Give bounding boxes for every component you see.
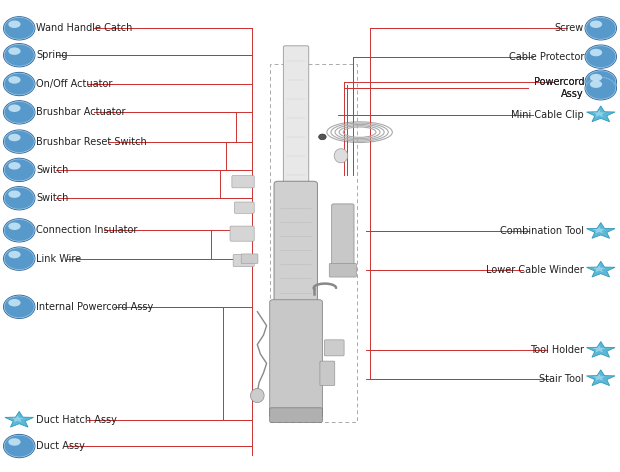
Polygon shape bbox=[587, 370, 615, 386]
Text: Link Wire: Link Wire bbox=[36, 253, 81, 264]
Text: Tool Holder: Tool Holder bbox=[530, 345, 584, 355]
FancyBboxPatch shape bbox=[230, 226, 254, 241]
Ellipse shape bbox=[8, 438, 20, 446]
Polygon shape bbox=[593, 227, 606, 234]
Polygon shape bbox=[587, 106, 615, 122]
Ellipse shape bbox=[8, 76, 20, 84]
Polygon shape bbox=[593, 265, 606, 272]
Text: Stair Tool: Stair Tool bbox=[539, 373, 584, 384]
Text: Connection Insulator: Connection Insulator bbox=[36, 225, 138, 236]
Text: Brushbar Reset Switch: Brushbar Reset Switch bbox=[36, 136, 147, 147]
FancyBboxPatch shape bbox=[241, 254, 258, 263]
Text: Powercord: Powercord bbox=[534, 76, 584, 87]
Text: Assy: Assy bbox=[562, 89, 584, 100]
Ellipse shape bbox=[590, 74, 602, 81]
Text: Duct Assy: Duct Assy bbox=[36, 441, 85, 451]
Ellipse shape bbox=[590, 80, 602, 88]
Ellipse shape bbox=[4, 101, 34, 123]
FancyBboxPatch shape bbox=[234, 202, 254, 213]
Ellipse shape bbox=[8, 299, 20, 306]
FancyBboxPatch shape bbox=[233, 254, 254, 267]
FancyBboxPatch shape bbox=[283, 46, 309, 190]
FancyBboxPatch shape bbox=[270, 300, 322, 418]
Ellipse shape bbox=[8, 190, 20, 198]
Text: Internal Powercord Assy: Internal Powercord Assy bbox=[36, 302, 153, 312]
Ellipse shape bbox=[4, 44, 34, 66]
Ellipse shape bbox=[4, 17, 34, 39]
Text: Assy: Assy bbox=[562, 89, 584, 100]
Ellipse shape bbox=[319, 134, 326, 140]
Ellipse shape bbox=[4, 159, 34, 181]
Ellipse shape bbox=[334, 149, 348, 163]
FancyBboxPatch shape bbox=[270, 408, 322, 422]
Text: Screw: Screw bbox=[555, 23, 584, 34]
Text: Mini Cable Clip: Mini Cable Clip bbox=[512, 110, 584, 120]
Ellipse shape bbox=[4, 248, 34, 270]
FancyBboxPatch shape bbox=[324, 340, 344, 356]
FancyBboxPatch shape bbox=[320, 361, 335, 386]
FancyBboxPatch shape bbox=[332, 204, 354, 268]
Ellipse shape bbox=[586, 77, 616, 99]
Ellipse shape bbox=[586, 17, 616, 39]
Polygon shape bbox=[593, 110, 606, 117]
Ellipse shape bbox=[8, 104, 20, 112]
Polygon shape bbox=[587, 342, 615, 357]
Text: Wand Handle Catch: Wand Handle Catch bbox=[36, 23, 132, 34]
Ellipse shape bbox=[4, 219, 34, 241]
Ellipse shape bbox=[4, 131, 34, 152]
Text: Switch: Switch bbox=[36, 193, 68, 203]
Ellipse shape bbox=[4, 187, 34, 209]
Text: Spring: Spring bbox=[36, 50, 68, 60]
Polygon shape bbox=[587, 223, 615, 238]
Polygon shape bbox=[593, 346, 606, 353]
Ellipse shape bbox=[8, 251, 20, 258]
Text: Switch: Switch bbox=[36, 165, 68, 175]
Polygon shape bbox=[593, 374, 606, 381]
Text: Duct Hatch Assy: Duct Hatch Assy bbox=[36, 415, 117, 425]
FancyBboxPatch shape bbox=[232, 176, 254, 188]
Polygon shape bbox=[11, 415, 24, 422]
Ellipse shape bbox=[8, 162, 20, 169]
Text: Combination Tool: Combination Tool bbox=[500, 226, 584, 236]
Text: Cable Protector: Cable Protector bbox=[508, 51, 584, 62]
Text: On/Off Actuator: On/Off Actuator bbox=[36, 79, 112, 89]
FancyBboxPatch shape bbox=[274, 181, 317, 310]
Ellipse shape bbox=[586, 71, 616, 93]
Ellipse shape bbox=[4, 296, 34, 318]
Ellipse shape bbox=[586, 46, 616, 67]
Ellipse shape bbox=[8, 134, 20, 141]
Text: Powercord: Powercord bbox=[534, 76, 584, 87]
FancyBboxPatch shape bbox=[329, 263, 356, 277]
Ellipse shape bbox=[590, 20, 602, 28]
Text: Brushbar Actuator: Brushbar Actuator bbox=[36, 107, 125, 118]
Polygon shape bbox=[5, 412, 33, 427]
Ellipse shape bbox=[4, 73, 34, 95]
Ellipse shape bbox=[8, 20, 20, 28]
Polygon shape bbox=[587, 261, 615, 277]
Ellipse shape bbox=[250, 388, 264, 403]
Ellipse shape bbox=[590, 49, 602, 56]
FancyBboxPatch shape bbox=[248, 24, 384, 434]
Ellipse shape bbox=[4, 435, 34, 457]
Ellipse shape bbox=[8, 47, 20, 55]
Text: Lower Cable Winder: Lower Cable Winder bbox=[486, 265, 584, 275]
Ellipse shape bbox=[8, 222, 20, 230]
